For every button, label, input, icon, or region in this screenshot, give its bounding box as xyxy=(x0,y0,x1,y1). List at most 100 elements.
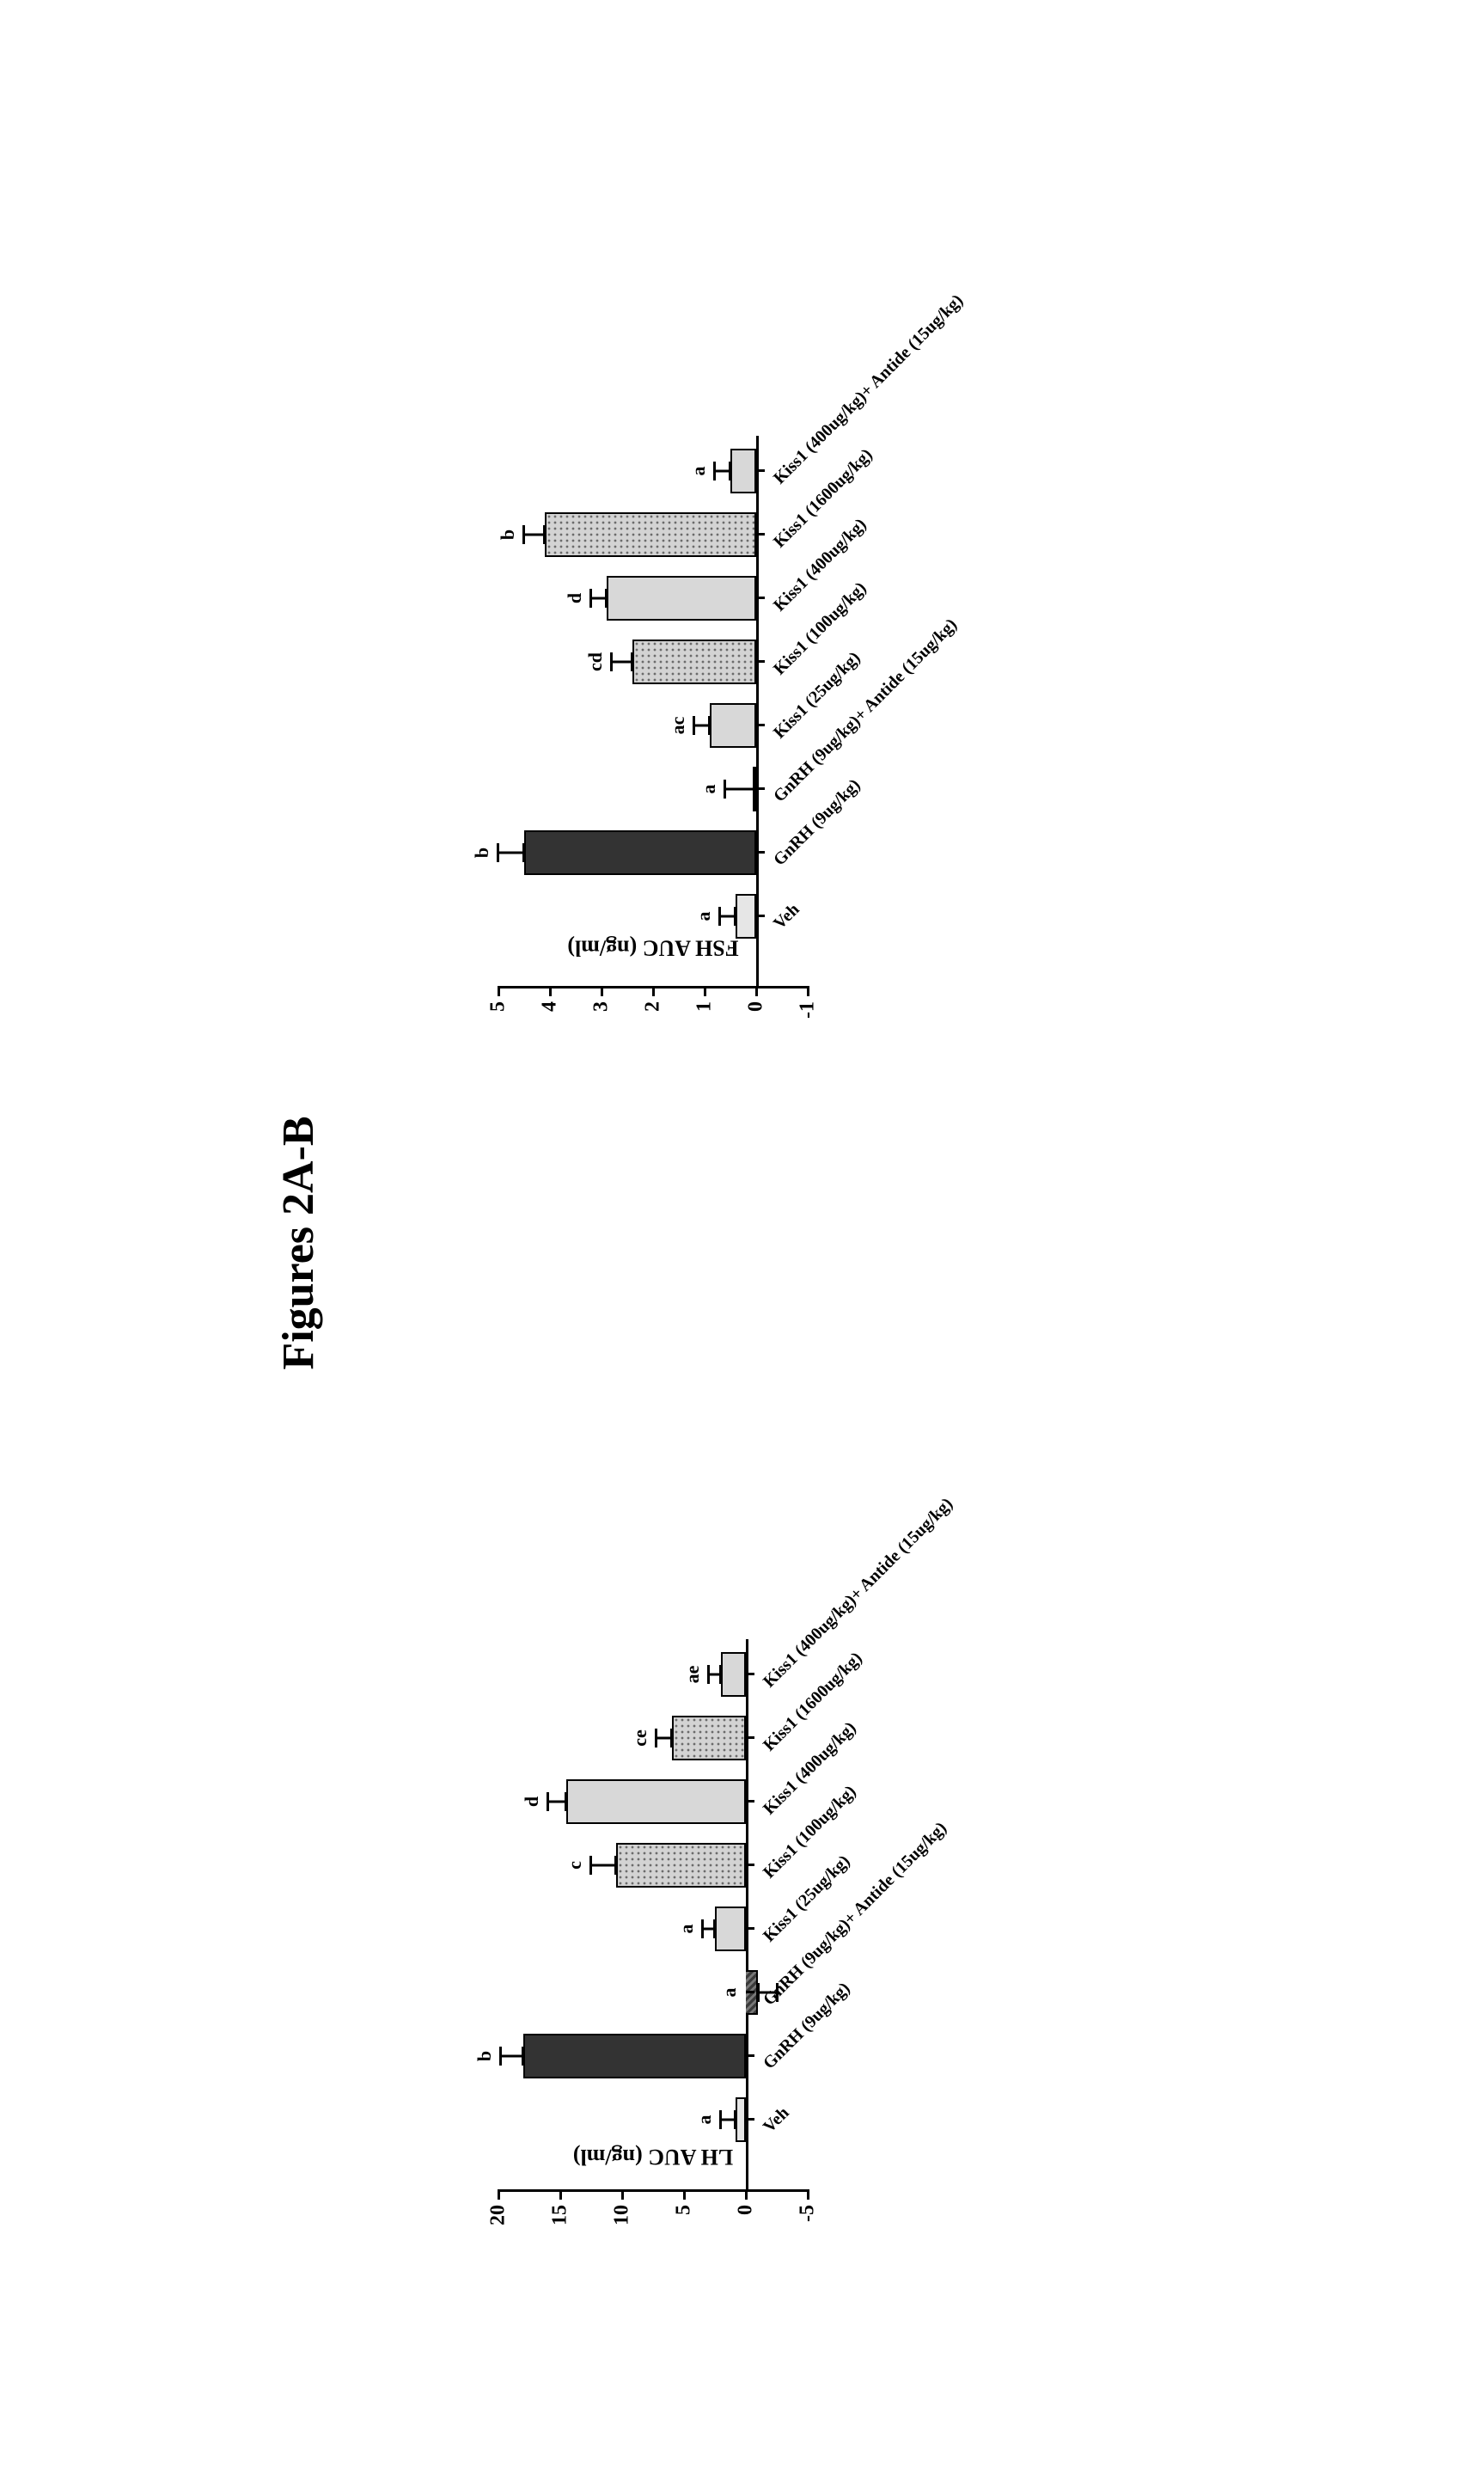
y-tick-label: 20 xyxy=(487,2205,510,2225)
error-bar xyxy=(498,852,524,854)
y-tick xyxy=(498,2189,500,2200)
error-bar xyxy=(524,534,545,536)
y-axis-label-lh: LH AUC (ng/ml) xyxy=(573,2144,733,2170)
error-cap xyxy=(701,1919,704,1938)
plot-area-fsh: FSH AUC (ng/ml) -1012345aVehbGnRH (9ug/k… xyxy=(498,438,808,988)
bar-group: ce xyxy=(498,1716,746,1760)
bar-group: a xyxy=(498,1907,746,1951)
y-tick-label: -1 xyxy=(797,1001,820,1019)
bar xyxy=(715,1907,746,1951)
bar-group: a xyxy=(498,767,756,811)
error-cap xyxy=(718,907,721,926)
y-tick-label: 5 xyxy=(673,2205,696,2215)
x-tick xyxy=(756,660,765,663)
bar xyxy=(730,449,756,493)
significance-label: ac xyxy=(667,717,689,735)
error-cap xyxy=(589,1856,592,1875)
bar xyxy=(632,640,756,684)
x-tick xyxy=(746,2054,754,2057)
x-tick xyxy=(756,597,765,599)
x-tick xyxy=(756,469,765,472)
bar-group: c xyxy=(498,1843,746,1888)
x-tick xyxy=(746,2118,754,2121)
error-cap-base xyxy=(522,2047,524,2066)
error-cap xyxy=(610,652,613,671)
y-tick-label: 1 xyxy=(693,1001,717,1012)
significance-label: b xyxy=(497,529,519,540)
y-tick xyxy=(549,986,552,996)
error-cap-base xyxy=(734,2110,736,2129)
x-tick xyxy=(756,851,765,854)
error-bar xyxy=(725,788,756,791)
bar xyxy=(721,1652,746,1697)
error-cap-base xyxy=(734,907,736,926)
error-cap-base xyxy=(757,1983,760,2002)
y-tick xyxy=(807,986,809,996)
significance-label: a xyxy=(718,1988,741,1998)
error-cap xyxy=(693,716,695,735)
y-tick xyxy=(755,986,758,996)
y-tick xyxy=(807,2189,809,2200)
error-cap xyxy=(713,462,716,480)
significance-label: a xyxy=(675,1925,698,1934)
significance-label: d xyxy=(521,1796,543,1807)
y-tick xyxy=(498,986,500,996)
error-cap xyxy=(707,1665,710,1684)
error-cap-base xyxy=(670,1729,673,1747)
error-cap-base xyxy=(708,716,711,735)
significance-label: a xyxy=(693,2115,716,2125)
error-bar xyxy=(612,661,632,664)
x-tick xyxy=(756,724,765,726)
significance-label: a xyxy=(693,912,715,921)
error-bar xyxy=(548,1801,567,1803)
y-tick xyxy=(652,986,655,996)
y-tick-label: 15 xyxy=(549,2205,572,2225)
plot-area-lh: LH AUC (ng/ml) -505101520aVehbGnRH (9ug/… xyxy=(498,1642,808,2192)
bar xyxy=(672,1716,746,1760)
x-tick xyxy=(756,533,765,536)
chart-fsh: FSH AUC (ng/ml) -1012345aVehbGnRH (9ug/k… xyxy=(481,327,997,1083)
bar-group: b xyxy=(498,2034,746,2078)
x-tick xyxy=(746,1673,754,1675)
bar-group: ac xyxy=(498,703,756,748)
y-tick-label: 2 xyxy=(642,1001,665,1012)
x-axis-label: Veh xyxy=(770,900,803,933)
bar-group: a xyxy=(498,894,756,939)
y-tick-label: 10 xyxy=(611,2205,634,2225)
y-tick-label: 4 xyxy=(539,1001,562,1012)
bar-group: a xyxy=(498,2097,746,2142)
significance-label: b xyxy=(473,2051,496,2061)
error-cap xyxy=(724,780,726,799)
bar-group: cd xyxy=(498,640,756,684)
error-cap-base xyxy=(522,843,525,862)
significance-label: d xyxy=(564,593,586,603)
zero-line xyxy=(746,1639,748,2189)
significance-label: c xyxy=(564,1861,586,1870)
zero-line xyxy=(756,436,759,986)
error-cap-base xyxy=(543,525,546,544)
bar xyxy=(736,894,756,939)
error-cap-base xyxy=(719,1665,722,1684)
error-cap xyxy=(655,1729,657,1747)
error-cap xyxy=(719,2110,722,2129)
x-tick xyxy=(746,1800,754,1803)
bar-group: d xyxy=(498,576,756,621)
bar xyxy=(524,830,756,875)
x-axis-label: Veh xyxy=(760,2103,793,2137)
significance-label: a xyxy=(698,785,720,794)
significance-label: b xyxy=(471,848,493,858)
error-cap-base xyxy=(713,1919,716,1938)
y-tick-label: 0 xyxy=(745,1001,768,1012)
x-tick xyxy=(746,1864,754,1866)
bar-group: d xyxy=(498,1779,746,1824)
bar-group: a xyxy=(498,449,756,493)
x-tick xyxy=(756,787,765,790)
error-cap xyxy=(589,589,592,608)
error-cap-base xyxy=(605,589,608,608)
x-tick xyxy=(746,1736,754,1739)
y-tick-label: 0 xyxy=(735,2205,758,2215)
x-tick xyxy=(756,915,765,917)
significance-label: ae xyxy=(681,1666,704,1684)
error-cap-base xyxy=(631,652,633,671)
bar xyxy=(607,576,756,621)
